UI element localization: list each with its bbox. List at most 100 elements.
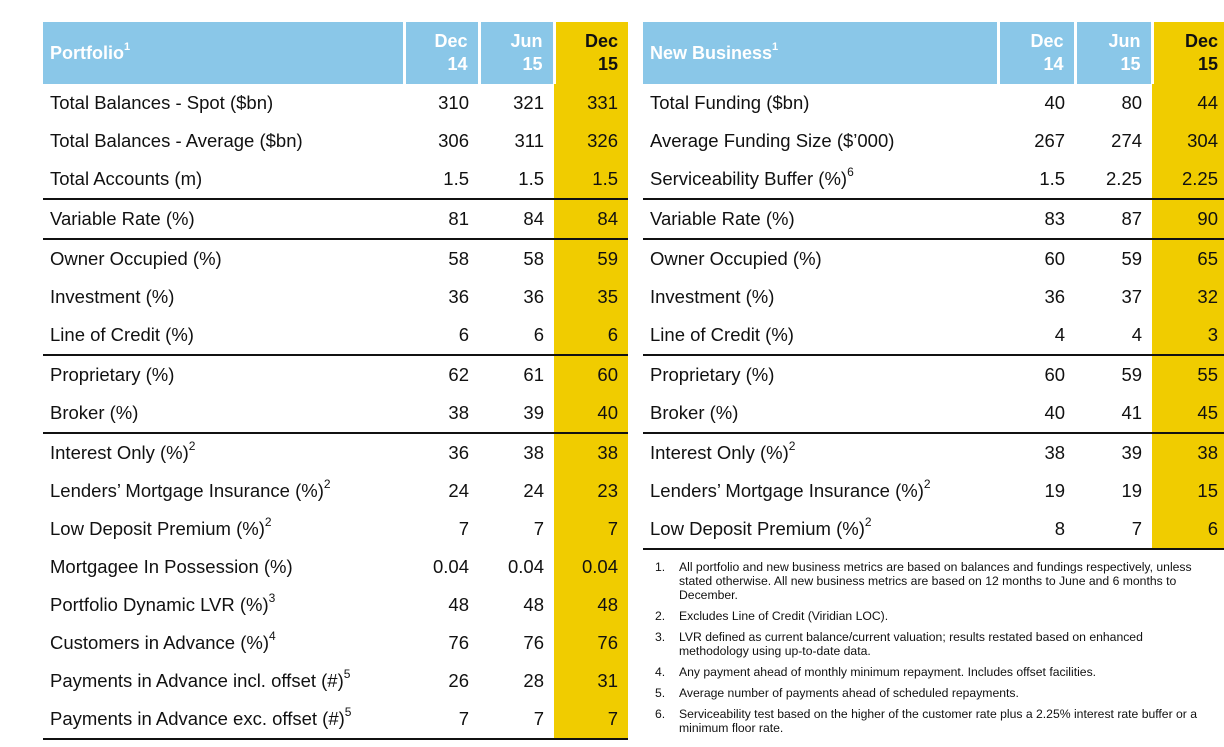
value-dec14: 24 xyxy=(448,480,469,501)
value-dec15: 48 xyxy=(554,586,628,624)
value-dec15: 59 xyxy=(554,238,628,278)
row-label: Line of Credit (%) xyxy=(50,324,194,346)
footnote-text: Excludes Line of Credit (Viridian LOC). xyxy=(679,609,889,623)
value-dec14: 81 xyxy=(404,198,479,239)
table-row: Owner Occupied (%) 58 58 59 xyxy=(43,238,628,278)
value-dec14: 40 xyxy=(1044,92,1066,113)
footnote-number: 5. xyxy=(655,686,666,700)
new-business-title: New Business1 xyxy=(643,22,1000,84)
row-label: Owner Occupied (%) xyxy=(643,238,999,278)
table-row: Payments in Advance incl. offset (#)5 26 2… xyxy=(43,662,628,700)
table-row: Low Deposit Premium (%)2 8 7 6 xyxy=(643,510,1224,550)
footnote-item: 5. Average number of payments ahead of sc… xyxy=(655,686,1200,700)
row-label: Line of Credit (%) xyxy=(650,324,794,346)
col-header-dec14: Dec 14 xyxy=(998,22,1077,84)
footnote-item: 2. Excludes Line of Credit (Viridian LOC)… xyxy=(655,609,1200,623)
table-row: Portfolio Dynamic LVR (%)3 48 48 48 xyxy=(43,586,628,624)
value-dec14: 83 xyxy=(998,198,1076,239)
table-row: Proprietary (%) 62 61 60 xyxy=(43,354,628,394)
value-jun15: 59 xyxy=(1075,238,1153,278)
table-row: Lenders’ Mortgage Insurance (%)2 24 24 23 xyxy=(43,472,628,510)
value-dec14: 8 xyxy=(998,510,1076,550)
row-label: Portfolio Dynamic LVR (%)3 xyxy=(50,591,276,616)
row-label: Total Balances - Average ($bn) xyxy=(50,130,303,152)
footnotes: 1. All portfolio and new business metrics… xyxy=(655,560,1200,742)
value-dec14: 0.04 xyxy=(432,556,469,577)
value-jun15: 0.04 xyxy=(507,556,544,577)
footnote-number: 2. xyxy=(655,609,666,623)
value-jun15: 28 xyxy=(523,670,544,691)
row-label: Total Accounts (m) xyxy=(50,168,203,190)
value-jun15: 4 xyxy=(1131,324,1143,345)
table-row: Total Balances - Average ($bn) 306 311 326 xyxy=(43,122,628,160)
table-row: Serviceability Buffer (%)6 1.5 2.25 2.25 xyxy=(643,160,1224,199)
row-label: Payments in Advance incl. offset (#)5 xyxy=(50,667,351,692)
table-row: Owner Occupied (%) 60 59 65 xyxy=(643,238,1224,278)
row-label: Low Deposit Premium (%)2 xyxy=(643,510,999,550)
value-jun15: 59 xyxy=(1075,354,1153,394)
table-row: Lenders’ Mortgage Insurance (%)2 19 19 15 xyxy=(643,472,1224,510)
value-dec14: 36 xyxy=(1044,286,1066,307)
row-label: Low Deposit Premium (%)2 xyxy=(50,515,272,540)
table-row: Variable Rate (%) 83 87 90 xyxy=(643,198,1224,239)
table-row: Line of Credit (%) 6 6 6 xyxy=(43,316,628,355)
table-row: Total Accounts (m) 1.5 1.5 1.5 xyxy=(43,160,628,199)
new-business-table: New Business1 Dec 14 Jun 15 Dec 15 Total Fu… xyxy=(643,22,1224,550)
value-dec14: 38 xyxy=(998,432,1076,472)
value-jun15: 38 xyxy=(479,432,554,472)
footnote-text: Average number of payments ahead of sche… xyxy=(679,686,1019,700)
value-jun15: 6 xyxy=(533,324,544,345)
value-dec14: 1.5 xyxy=(443,168,469,189)
footnote-item: 3. LVR defined as current balance/current… xyxy=(655,630,1200,658)
portfolio-table: Portfolio1 Dec 14 Jun 15 Dec 15 Total Balan… xyxy=(43,22,628,740)
value-dec15: 31 xyxy=(554,662,628,700)
footnote-text: LVR defined as current balance/current v… xyxy=(679,630,1143,658)
row-label: Broker (%) xyxy=(650,402,739,424)
table-row: Mortgagee In Possession (%) 0.04 0.04 0.04 xyxy=(43,548,628,586)
value-dec14: 7 xyxy=(404,700,479,740)
value-dec15: 76 xyxy=(554,624,628,662)
value-jun15: 24 xyxy=(523,480,544,501)
footnote-item: 1. All portfolio and new business metrics… xyxy=(655,560,1200,602)
row-label: Lenders’ Mortgage Insurance (%)2 xyxy=(650,477,931,502)
row-label: Mortgagee In Possession (%) xyxy=(50,556,293,578)
row-label: Average Funding Size ($’000) xyxy=(650,130,895,152)
value-jun15: 19 xyxy=(1121,480,1143,501)
value-dec15: 7 xyxy=(554,510,628,548)
table-row: Customers in Advance (%)4 76 76 76 xyxy=(43,624,628,662)
col-header-dec15: Dec 15 xyxy=(1152,22,1224,84)
value-jun15: 37 xyxy=(1121,286,1143,307)
value-dec14: 6 xyxy=(458,324,469,345)
value-dec15: 2.25 xyxy=(1152,160,1224,199)
value-jun15: 1.5 xyxy=(518,168,544,189)
row-label: Payments in Advance exc. offset (#)5 xyxy=(43,700,404,740)
table-row: Variable Rate (%) 81 84 84 xyxy=(43,198,628,239)
value-dec14: 7 xyxy=(458,518,469,539)
value-dec14: 40 xyxy=(1044,402,1066,423)
footnote-text: Any payment ahead of monthly minimum rep… xyxy=(679,665,1097,679)
table-row: Broker (%) 40 41 45 xyxy=(643,394,1224,433)
footnote-item: 4. Any payment ahead of monthly minimum r… xyxy=(655,665,1200,679)
row-label: Proprietary (%) xyxy=(643,354,999,394)
col-header-jun15: Jun 15 xyxy=(1075,22,1154,84)
value-dec14: 58 xyxy=(404,238,479,278)
value-dec15: 15 xyxy=(1152,472,1224,510)
col-header-dec15: Dec 15 xyxy=(554,22,628,84)
value-jun15: 39 xyxy=(1075,432,1153,472)
portfolio-title: Portfolio1 xyxy=(43,22,406,84)
value-dec14: 48 xyxy=(448,594,469,615)
row-label: Serviceability Buffer (%)6 xyxy=(650,165,854,190)
table-row: Proprietary (%) 60 59 55 xyxy=(643,354,1224,394)
table-row: Investment (%) 36 37 32 xyxy=(643,278,1224,316)
value-dec15: 44 xyxy=(1152,84,1224,122)
value-dec14: 4 xyxy=(1054,324,1066,345)
footnote-item: 6. Serviceability test based on the highe… xyxy=(655,707,1200,735)
value-jun15: 311 xyxy=(514,130,545,151)
value-jun15: 58 xyxy=(479,238,554,278)
table-row: Line of Credit (%) 4 4 3 xyxy=(643,316,1224,355)
value-dec15: 35 xyxy=(554,278,628,316)
value-jun15: 7 xyxy=(533,518,544,539)
value-dec14: 306 xyxy=(438,130,469,151)
table-row: Total Balances - Spot ($bn) 310 321 331 xyxy=(43,84,628,122)
row-label: Variable Rate (%) xyxy=(643,198,999,239)
